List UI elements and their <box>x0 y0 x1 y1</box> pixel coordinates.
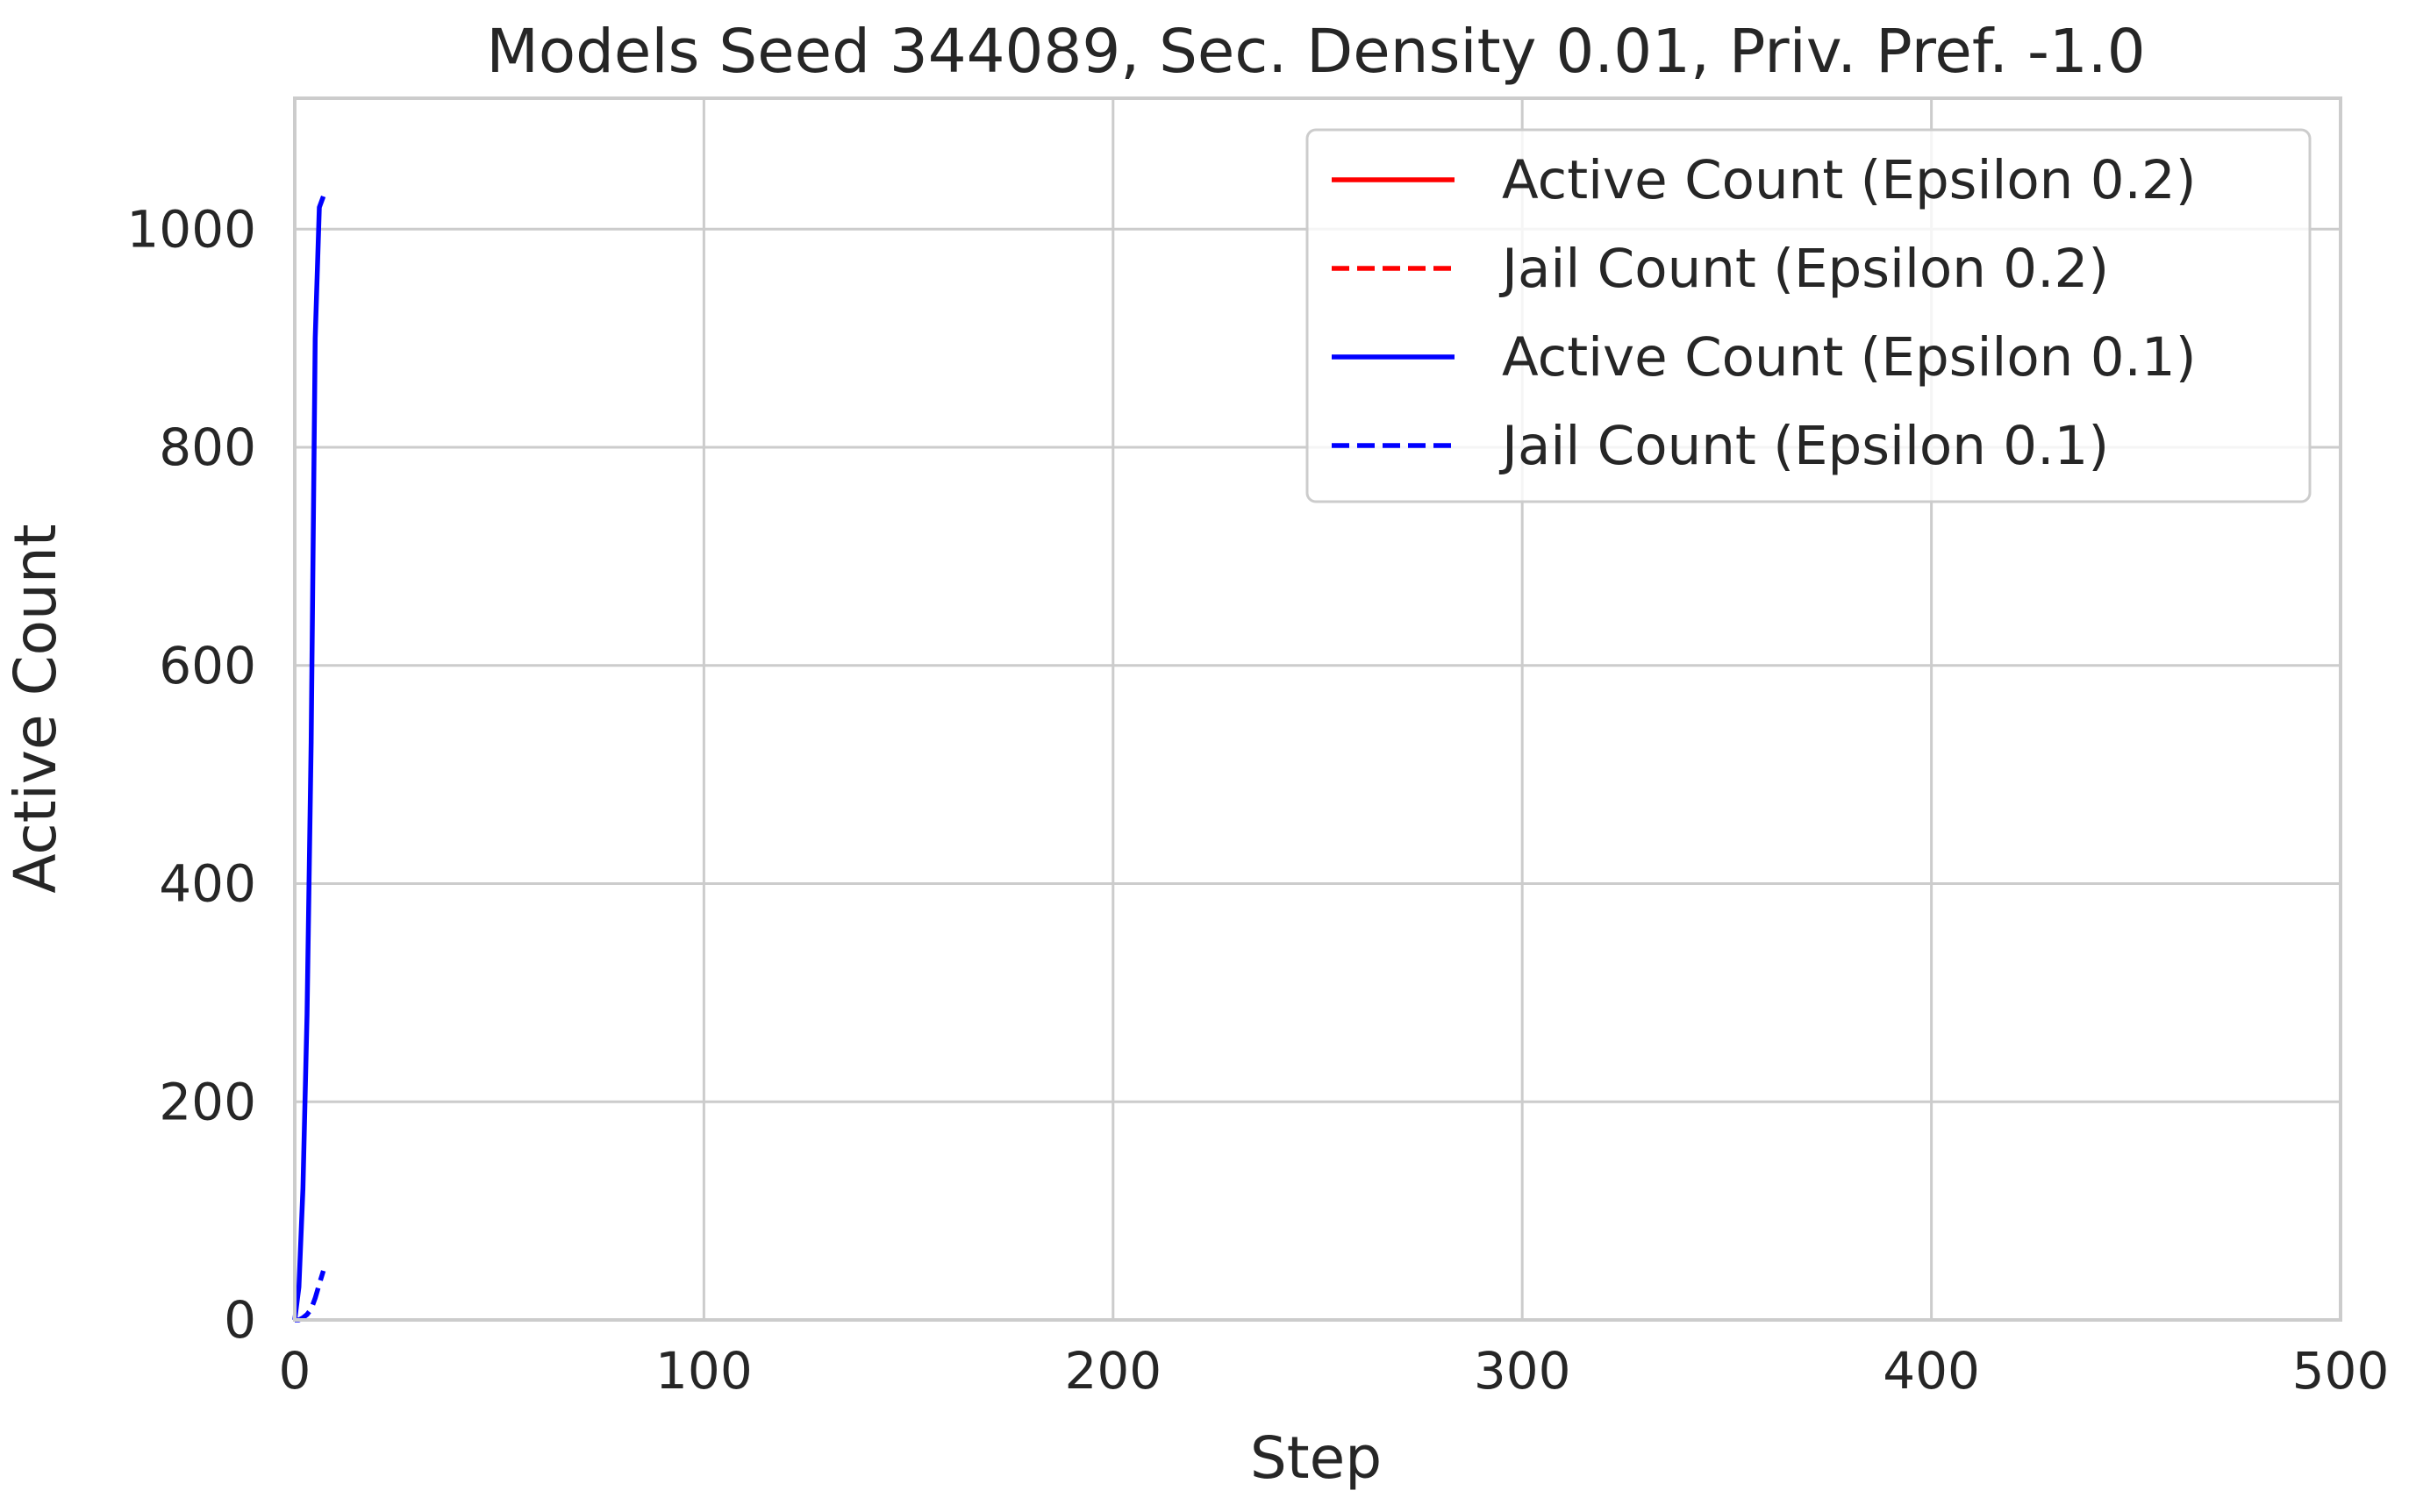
series-line <box>292 195 326 1321</box>
x-tick-label: 300 <box>1474 1341 1571 1401</box>
legend-label: Jail Count (Epsilon 0.2) <box>1498 238 2109 300</box>
y-tick-label: 600 <box>159 636 256 695</box>
y-tick-label: 800 <box>159 417 256 477</box>
plot-frame <box>293 96 2342 1322</box>
chart-title: Models Seed 344089, Sec. Density 0.01, P… <box>486 17 2145 87</box>
y-tick-label: 200 <box>159 1072 256 1131</box>
legend-label: Jail Count (Epsilon 0.1) <box>1498 415 2109 477</box>
x-tick-label: 100 <box>655 1341 753 1401</box>
x-tick-labels: 0 100 200 300 400 500 <box>279 1341 2390 1401</box>
legend-box <box>1305 128 2312 503</box>
y-tick-label: 0 <box>224 1290 256 1350</box>
x-tick-label: 400 <box>1883 1341 1980 1401</box>
series-lines <box>292 195 326 1323</box>
y-tick-label: 400 <box>159 854 256 914</box>
x-tick-label: 200 <box>1064 1341 1162 1401</box>
legend-label: Active Count (Epsilon 0.1) <box>1502 326 2197 389</box>
legend-label: Active Count (Epsilon 0.2) <box>1502 149 2197 211</box>
legend-items: Active Count (Epsilon 0.2) Jail Count (Ep… <box>1332 149 2197 477</box>
legend: Active Count (Epsilon 0.2) Jail Count (Ep… <box>1305 128 2312 503</box>
y-axis-label: Active Count <box>2 524 69 893</box>
x-tick-label: 500 <box>2292 1341 2390 1401</box>
y-tick-label: 1000 <box>126 199 256 259</box>
y-tick-labels: 0 200 400 600 800 1000 <box>126 199 256 1350</box>
x-axis-label: Step <box>1250 1424 1382 1492</box>
x-tick-label: 0 <box>279 1341 311 1401</box>
